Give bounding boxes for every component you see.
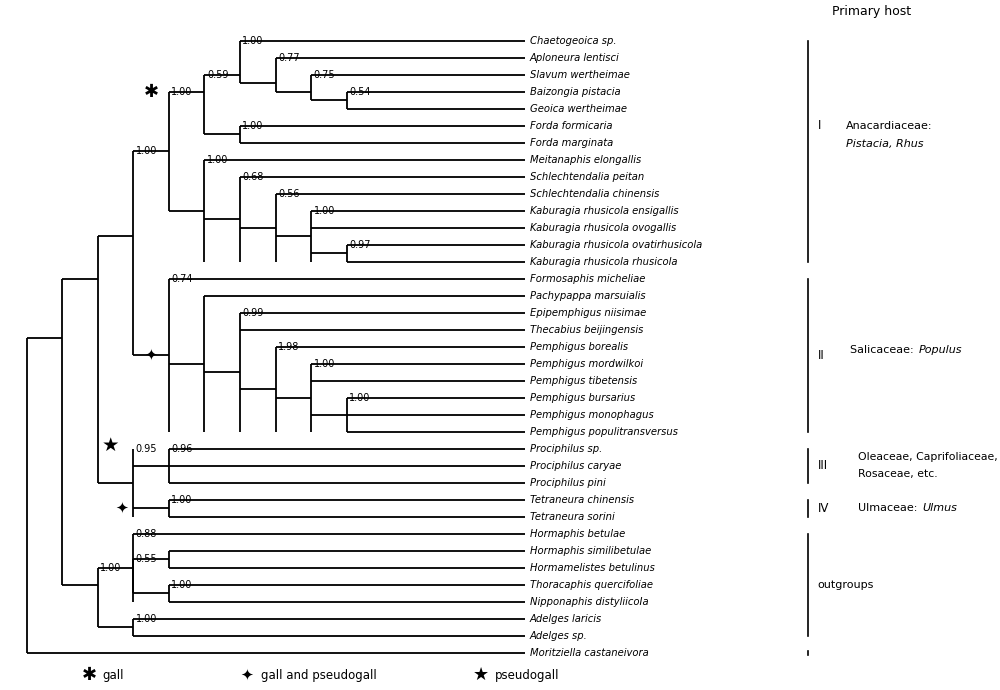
Text: Pemphigus mordwilkoi: Pemphigus mordwilkoi — [530, 359, 643, 368]
Text: I: I — [818, 119, 821, 132]
Text: 0.99: 0.99 — [242, 308, 264, 318]
Text: Hormaphis similibetulae: Hormaphis similibetulae — [530, 546, 651, 556]
Text: Oleaceae, Caprifoliaceae,: Oleaceae, Caprifoliaceae, — [858, 453, 998, 462]
Text: Epipemphigus niisimae: Epipemphigus niisimae — [530, 308, 646, 318]
Text: Prociphilus caryae: Prociphilus caryae — [530, 461, 621, 471]
Text: ✦: ✦ — [145, 348, 158, 363]
Text: 1.00: 1.00 — [100, 563, 122, 573]
Text: Prociphilus pini: Prociphilus pini — [530, 478, 606, 488]
Text: Pemphigus tibetensis: Pemphigus tibetensis — [530, 376, 637, 386]
Text: 1.00: 1.00 — [242, 36, 264, 46]
Text: III: III — [818, 460, 828, 473]
Text: 0.59: 0.59 — [207, 70, 228, 79]
Text: Schlechtendalia peitan: Schlechtendalia peitan — [530, 172, 644, 181]
Text: 0.74: 0.74 — [171, 274, 193, 284]
Text: ★: ★ — [102, 436, 120, 455]
Text: Thecabius beijingensis: Thecabius beijingensis — [530, 325, 643, 335]
Text: Adelges sp.: Adelges sp. — [530, 631, 588, 641]
Text: Hormaphis betulae: Hormaphis betulae — [530, 529, 625, 539]
Text: Tetraneura sorini: Tetraneura sorini — [530, 512, 615, 522]
Text: Adelges laricis: Adelges laricis — [530, 614, 602, 624]
Text: 1.00: 1.00 — [171, 580, 193, 590]
Text: Primary host: Primary host — [832, 6, 911, 18]
Text: Geoica wertheimae: Geoica wertheimae — [530, 104, 627, 114]
Text: 0.68: 0.68 — [242, 172, 264, 181]
Text: Baizongia pistacia: Baizongia pistacia — [530, 87, 621, 97]
Text: pseudogall: pseudogall — [495, 669, 560, 682]
Text: Kaburagia rhusicola ovatirhusicola: Kaburagia rhusicola ovatirhusicola — [530, 239, 702, 250]
Text: 0.55: 0.55 — [136, 554, 157, 564]
Text: 1.00: 1.00 — [314, 206, 335, 216]
Text: Nipponaphis distyliicoIa: Nipponaphis distyliicoIa — [530, 597, 649, 607]
Text: 1.00: 1.00 — [349, 393, 370, 403]
Text: outgroups: outgroups — [818, 580, 874, 590]
Text: ✱: ✱ — [81, 666, 97, 684]
Text: 1.00: 1.00 — [207, 155, 228, 165]
Text: 1.00: 1.00 — [242, 121, 264, 130]
Text: Moritziella castaneivora: Moritziella castaneivora — [530, 648, 649, 658]
Text: 0.95: 0.95 — [136, 444, 157, 454]
Text: Populus: Populus — [919, 345, 962, 355]
Text: 0.96: 0.96 — [171, 444, 193, 454]
Text: Formosaphis micheliae: Formosaphis micheliae — [530, 274, 645, 284]
Text: Schlechtendalia chinensis: Schlechtendalia chinensis — [530, 189, 659, 199]
Text: 0.75: 0.75 — [314, 70, 335, 79]
Text: gall and pseudogall: gall and pseudogall — [261, 669, 377, 682]
Text: ★: ★ — [473, 666, 489, 684]
Text: Pemphigus bursarius: Pemphigus bursarius — [530, 393, 635, 403]
Text: ✦: ✦ — [240, 667, 253, 682]
Text: Pemphigus populitransversus: Pemphigus populitransversus — [530, 427, 678, 437]
Text: 0.56: 0.56 — [278, 189, 299, 199]
Text: 1.00: 1.00 — [136, 146, 157, 156]
Text: Thoracaphis quercifoliae: Thoracaphis quercifoliae — [530, 580, 653, 590]
Text: Ulmus: Ulmus — [923, 503, 957, 513]
Text: IV: IV — [818, 502, 829, 515]
Text: 1.98: 1.98 — [278, 342, 299, 352]
Text: Pemphigus monophagus: Pemphigus monophagus — [530, 410, 654, 420]
Text: Pistacia, Rhus: Pistacia, Rhus — [846, 139, 923, 150]
Text: Pemphigus borealis: Pemphigus borealis — [530, 342, 628, 352]
Text: Tetraneura chinensis: Tetraneura chinensis — [530, 495, 634, 505]
Text: 0.88: 0.88 — [136, 529, 157, 539]
Text: Meitanaphis elongallis: Meitanaphis elongallis — [530, 155, 641, 165]
Text: Anacardiaceae:: Anacardiaceae: — [846, 121, 932, 130]
Text: 1.00: 1.00 — [136, 614, 157, 624]
Text: Hormamelistes betulinus: Hormamelistes betulinus — [530, 563, 655, 573]
Text: Forda formicaria: Forda formicaria — [530, 121, 613, 130]
Text: Slavum wertheimae: Slavum wertheimae — [530, 70, 630, 79]
Text: Prociphilus sp.: Prociphilus sp. — [530, 444, 602, 454]
Text: Salicaceae:: Salicaceae: — [850, 345, 917, 355]
Text: 1.00: 1.00 — [171, 87, 193, 97]
Text: Forda marginata: Forda marginata — [530, 138, 613, 148]
Text: 1.00: 1.00 — [171, 495, 193, 505]
Text: Kaburagia rhusicola ensigallis: Kaburagia rhusicola ensigallis — [530, 206, 679, 216]
Text: 0.77: 0.77 — [278, 52, 300, 63]
Text: 0.97: 0.97 — [349, 239, 371, 250]
Text: Pachypappa marsuialis: Pachypappa marsuialis — [530, 290, 646, 301]
Text: 1.00: 1.00 — [314, 359, 335, 368]
Text: Kaburagia rhusicola rhusicola: Kaburagia rhusicola rhusicola — [530, 257, 678, 267]
Text: Kaburagia rhusicola ovogallis: Kaburagia rhusicola ovogallis — [530, 223, 676, 233]
Text: Chaetogeoica sp.: Chaetogeoica sp. — [530, 36, 617, 46]
Text: Rosaceae, etc.: Rosaceae, etc. — [858, 469, 938, 480]
Text: 0.54: 0.54 — [349, 87, 371, 97]
Text: ✱: ✱ — [144, 83, 159, 101]
Text: ✦: ✦ — [115, 501, 128, 516]
Text: Aploneura lentisci: Aploneura lentisci — [530, 52, 620, 63]
Text: gall: gall — [103, 669, 124, 682]
Text: II: II — [818, 348, 824, 362]
Text: Ulmaceae:: Ulmaceae: — [858, 503, 921, 513]
